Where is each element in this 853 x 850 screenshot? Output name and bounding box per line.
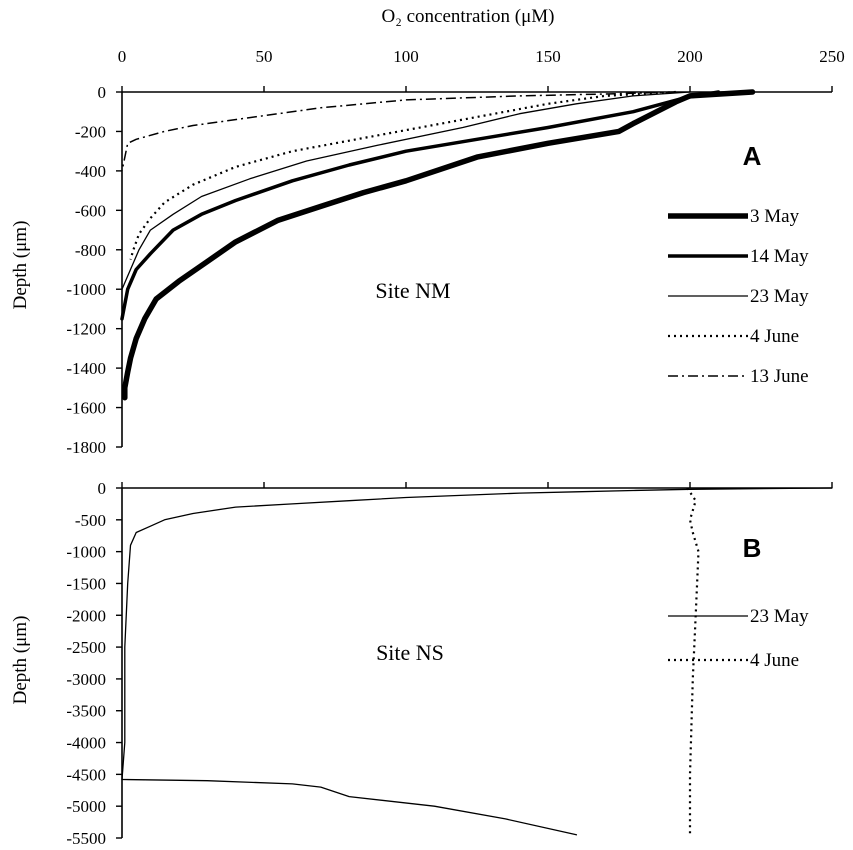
panel-a-y-tick-labels: 0 -200 -400 -600 -800 -1000 -1200 -1400 -1600 -18… (66, 83, 106, 457)
y-tick-label: -1500 (66, 574, 106, 593)
panel-a-letter: A (743, 141, 762, 171)
y-tick-label: -3500 (66, 702, 106, 721)
y-tick-label: -5500 (66, 829, 106, 848)
x-tick-label: 100 (393, 47, 419, 66)
y-tick-label: 0 (98, 479, 107, 498)
legend-label: 23 May (750, 606, 809, 627)
panel-b-axes (116, 482, 833, 839)
series-line-a-2 (121, 91, 691, 290)
y-tick-label: -1200 (66, 320, 106, 339)
x-tick-label: 0 (118, 47, 127, 66)
y-tick-label: -1400 (66, 359, 106, 378)
panel-a-y-axis-label: Depth (μm) (10, 221, 31, 310)
x-tick-label: 200 (677, 47, 703, 66)
panel-b-y-axis-label: Depth (μm) (10, 616, 31, 705)
panel-b-site-annotation: Site NS (376, 640, 444, 665)
series-line-b-0 (121, 487, 833, 781)
x-tick-label: 50 (256, 47, 273, 66)
series-line-b-1 (121, 778, 578, 836)
series-line-a-3 (129, 90, 676, 260)
panel-b-series-lines (121, 487, 833, 836)
y-tick-label: 0 (98, 83, 107, 102)
series-line-b-2 (686, 487, 700, 835)
y-tick-label: -4000 (66, 734, 106, 753)
y-tick-label: -800 (75, 241, 106, 260)
panel-a-series-lines (120, 89, 756, 401)
panel-a-legend: 3 May 14 May 23 May 4 June 13 June (668, 206, 809, 387)
panel-a-site-annotation: Site NM (375, 278, 450, 303)
x-tick-labels: 0 50 100 150 200 250 (118, 47, 845, 66)
legend-label: 3 May (750, 206, 800, 227)
panel-b-letter: B (743, 533, 762, 563)
y-tick-label: -600 (75, 201, 106, 220)
legend-label: 4 June (750, 650, 799, 671)
series-line-a-1 (120, 90, 721, 321)
panel-b: 0 -500 -1000 -1500 -2000 -2500 -3000 -3500 -4000… (10, 479, 833, 848)
y-tick-label: -500 (75, 511, 106, 530)
y-tick-label: -1000 (66, 543, 106, 562)
legend-label: 14 May (750, 246, 809, 267)
y-tick-label: -200 (75, 122, 106, 141)
y-tick-label: -1600 (66, 399, 106, 418)
y-tick-label: -400 (75, 162, 106, 181)
x-tick-label: 150 (535, 47, 561, 66)
y-tick-label: -4500 (66, 765, 106, 784)
legend-label: 13 June (750, 366, 809, 387)
series-line-a-0 (122, 89, 756, 401)
legend-label: 23 May (750, 286, 809, 307)
panel-a: 0 -200 -400 -600 -800 -1000 -1200 -1400 -1600 -18… (10, 83, 833, 457)
x-tick-label: 250 (819, 47, 845, 66)
y-tick-label: -5000 (66, 797, 106, 816)
series-line-a-4 (121, 91, 676, 172)
y-tick-label: -1000 (66, 280, 106, 299)
y-tick-label: -2500 (66, 638, 106, 657)
y-tick-label: -3000 (66, 670, 106, 689)
y-tick-label: -2000 (66, 606, 106, 625)
x-axis-title: O₂ concentration (μM) (382, 6, 555, 27)
y-tick-label: -1800 (66, 438, 106, 457)
legend-label: 4 June (750, 326, 799, 347)
panel-b-y-tick-labels: 0 -500 -1000 -1500 -2000 -2500 -3000 -3500 -4000… (66, 479, 106, 848)
panel-b-legend: 23 May 4 June (668, 606, 809, 671)
